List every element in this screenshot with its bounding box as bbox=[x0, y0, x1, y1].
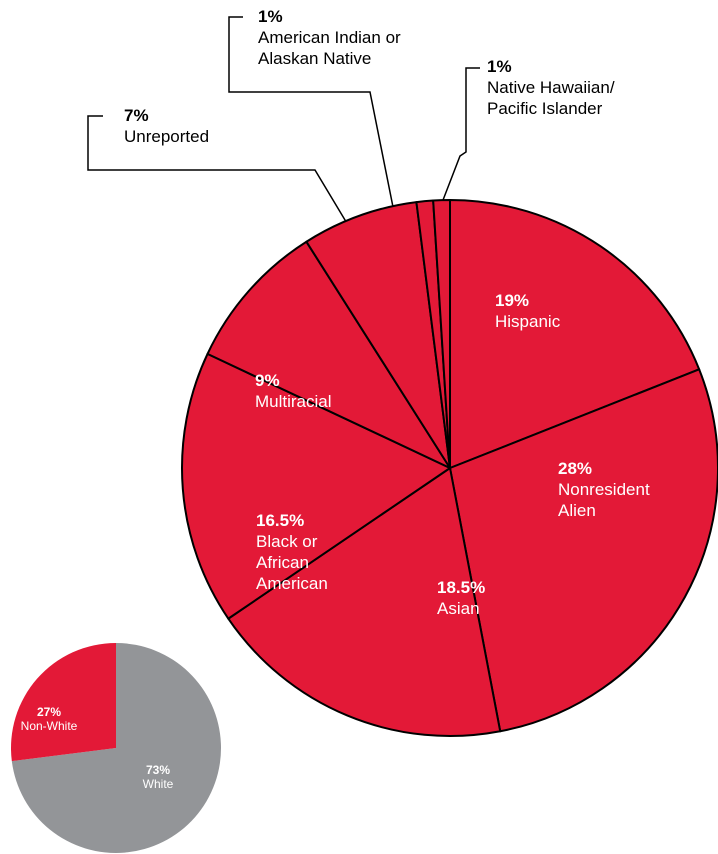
slice-label: 27% Non-White bbox=[12, 705, 86, 733]
pie-slice bbox=[449, 199, 701, 469]
slice-label: 73% White bbox=[118, 763, 198, 791]
pie-slice bbox=[227, 467, 502, 737]
leader-line bbox=[87, 115, 361, 246]
slice-name: Hispanic bbox=[495, 312, 561, 331]
slice-label: 28% Nonresident Alien bbox=[558, 458, 678, 521]
slice-label: 7% Unreported bbox=[124, 105, 264, 147]
leader-line bbox=[228, 16, 399, 233]
slice-percent: 27% bbox=[36, 705, 62, 719]
slice-name: Nonresident Alien bbox=[558, 480, 650, 520]
slice-label: 1% Native Hawaiian/ Pacific Islander bbox=[487, 56, 667, 119]
slice-name: Unreported bbox=[124, 127, 210, 146]
slice-percent: 19% bbox=[495, 291, 530, 310]
pie-slice bbox=[11, 643, 221, 853]
slice-label: 19% Hispanic bbox=[495, 290, 615, 332]
pie-slice bbox=[449, 368, 718, 733]
slice-percent: 16.5% bbox=[256, 511, 305, 530]
slice-label: 9% Multiracial bbox=[255, 370, 375, 412]
slice-percent: 28% bbox=[558, 459, 593, 478]
slice-label: 1% American Indian or Alaskan Native bbox=[258, 6, 438, 69]
pie-slice bbox=[11, 643, 117, 762]
slice-percent: 18.5% bbox=[437, 578, 486, 597]
slice-name: American Indian or Alaskan Native bbox=[258, 28, 401, 68]
slice-label: 16.5% Black or African American bbox=[256, 510, 346, 594]
pie-slice bbox=[206, 240, 451, 469]
slice-percent: 9% bbox=[255, 371, 280, 390]
slice-name: Asian bbox=[437, 599, 480, 618]
leader-lines bbox=[87, 16, 480, 246]
pie-slice bbox=[305, 201, 451, 469]
slice-name: Native Hawaiian/ Pacific Islander bbox=[487, 78, 615, 118]
pie-slice bbox=[181, 352, 451, 620]
leader-line bbox=[432, 67, 480, 227]
slice-name: Non-White bbox=[20, 719, 78, 733]
slice-name: Black or African American bbox=[256, 532, 328, 593]
pie-slice bbox=[432, 199, 451, 469]
slice-percent: 1% bbox=[487, 57, 512, 76]
slice-name: Multiracial bbox=[255, 392, 332, 411]
slice-percent: 73% bbox=[145, 763, 171, 777]
slice-percent: 1% bbox=[258, 7, 283, 26]
slice-label: 18.5% Asian bbox=[437, 577, 537, 619]
slice-name: White bbox=[142, 777, 174, 791]
slice-percent: 7% bbox=[124, 106, 149, 125]
